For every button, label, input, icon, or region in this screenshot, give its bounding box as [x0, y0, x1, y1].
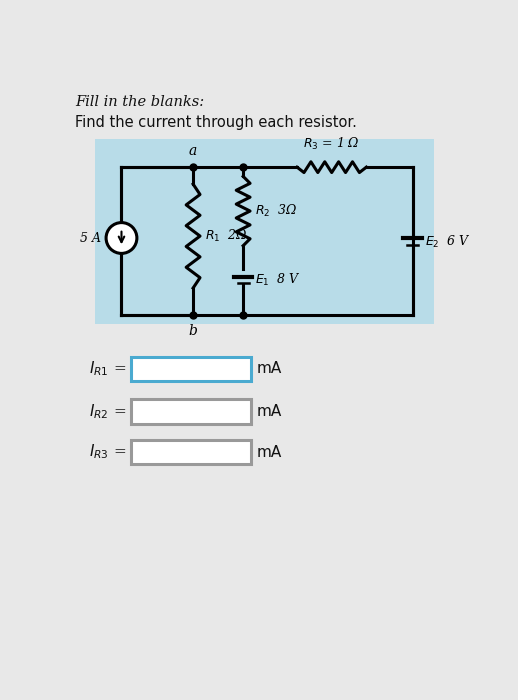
Text: $I_{R3}$ =: $I_{R3}$ =	[89, 442, 126, 461]
Bar	[132, 356, 251, 382]
Text: $E_1$  8 V: $E_1$ 8 V	[255, 272, 301, 288]
Text: $I_{R1}$ =: $I_{R1}$ =	[89, 360, 126, 378]
Text: Fill in the blanks:: Fill in the blanks:	[75, 94, 205, 108]
Text: mA: mA	[257, 404, 282, 419]
Text: b: b	[189, 324, 197, 338]
Text: Find the current through each resistor.: Find the current through each resistor.	[75, 115, 357, 130]
Text: $R_1$  2Ω: $R_1$ 2Ω	[206, 228, 248, 244]
Text: 5 A: 5 A	[80, 232, 102, 244]
Text: mA: mA	[257, 444, 282, 460]
Text: $R_3$ = 1 Ω: $R_3$ = 1 Ω	[304, 136, 360, 152]
Bar	[132, 399, 251, 423]
Bar	[132, 440, 251, 464]
Text: $E_2$  6 V: $E_2$ 6 V	[425, 234, 471, 250]
Text: mA: mA	[257, 361, 282, 377]
Text: $R_2$  3Ω: $R_2$ 3Ω	[255, 203, 298, 219]
Text: $I_{R2}$ =: $I_{R2}$ =	[89, 402, 126, 421]
Circle shape	[106, 223, 137, 253]
Bar	[95, 139, 434, 324]
Text: a: a	[189, 144, 197, 158]
